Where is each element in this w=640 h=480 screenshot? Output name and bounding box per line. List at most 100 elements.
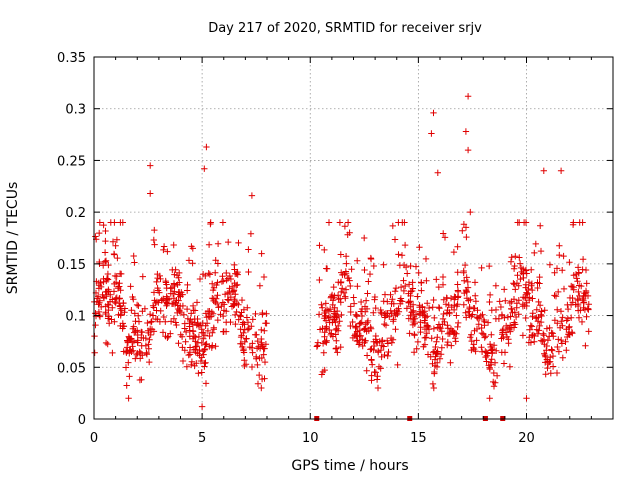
data-point <box>260 273 268 281</box>
data-point <box>559 267 566 274</box>
data-point <box>125 395 132 402</box>
data-point <box>495 315 503 322</box>
data-point <box>541 307 548 314</box>
data-point <box>335 296 342 303</box>
data-point <box>126 373 133 380</box>
data-point <box>460 301 467 308</box>
data-point <box>239 343 246 351</box>
data-point <box>437 351 445 358</box>
data-point <box>475 321 482 328</box>
data-point <box>433 350 440 357</box>
data-point <box>536 302 544 309</box>
data-point <box>473 337 480 344</box>
data-point <box>507 313 514 320</box>
data-point <box>422 255 430 263</box>
data-point <box>191 315 198 323</box>
data-point <box>558 340 566 347</box>
data-point <box>400 287 408 295</box>
data-point <box>563 317 570 324</box>
data-point <box>206 271 214 278</box>
data-point <box>512 313 520 321</box>
data-point <box>555 348 563 355</box>
data-point <box>241 357 248 364</box>
data-point <box>381 291 389 298</box>
data-point <box>547 370 554 377</box>
data-point <box>361 326 368 333</box>
data-point <box>380 343 387 350</box>
data-point <box>433 338 440 345</box>
data-point <box>508 305 515 313</box>
data-point <box>540 167 547 174</box>
data-point <box>146 336 153 343</box>
data-point <box>170 241 177 249</box>
data-point <box>535 327 543 334</box>
data-point <box>144 327 152 334</box>
data-point <box>431 368 438 376</box>
data-point <box>429 349 437 356</box>
data-point <box>123 382 130 389</box>
data-point <box>529 286 536 294</box>
data-point <box>511 281 518 288</box>
y-tick-label: 0.05 <box>57 361 86 376</box>
data-point <box>132 355 139 362</box>
data-point <box>419 303 426 310</box>
data-point <box>573 275 580 282</box>
data-point <box>414 293 421 300</box>
data-point <box>527 339 535 346</box>
data-point <box>248 363 256 371</box>
data-point <box>116 295 123 303</box>
data-point <box>410 313 418 321</box>
data-point <box>349 334 357 342</box>
data-point <box>186 323 193 330</box>
data-point <box>198 369 205 376</box>
data-point <box>359 342 366 350</box>
data-point <box>529 295 536 302</box>
data-point <box>111 272 119 280</box>
x-axis-label: GPS time / hours <box>291 458 408 474</box>
data-point <box>248 192 256 199</box>
data-point <box>447 359 454 366</box>
data-point <box>330 283 337 291</box>
data-point <box>385 348 392 356</box>
data-point <box>473 314 481 321</box>
data-point <box>357 319 364 327</box>
data-point <box>522 284 529 291</box>
data-point <box>440 230 447 237</box>
data-point <box>336 318 343 325</box>
data-point <box>462 128 470 135</box>
data-point <box>490 383 498 390</box>
data-point <box>171 301 179 308</box>
data-point <box>174 305 182 313</box>
data-point <box>208 308 215 316</box>
data-point <box>117 219 124 226</box>
data-point <box>313 343 321 350</box>
data-point <box>553 369 561 377</box>
data-point <box>215 304 222 311</box>
data-point <box>488 356 495 363</box>
data-point <box>164 248 171 255</box>
data-point <box>156 289 163 296</box>
data-point <box>130 252 137 260</box>
data-point <box>164 334 171 341</box>
data-point <box>336 219 344 226</box>
data-point <box>223 277 230 284</box>
data-point <box>209 329 216 336</box>
data-point <box>430 109 437 117</box>
data-point <box>346 229 353 236</box>
data-point <box>112 242 119 249</box>
data-point <box>235 301 242 308</box>
data-point <box>506 299 514 307</box>
data-point <box>384 340 392 347</box>
data-point <box>258 384 265 392</box>
data-point <box>347 308 354 316</box>
data-point <box>515 282 522 289</box>
data-point <box>529 313 536 320</box>
data-point <box>188 358 196 365</box>
data-point <box>181 320 188 327</box>
data-point <box>328 291 336 299</box>
data-point <box>198 403 206 410</box>
data-point <box>381 320 388 328</box>
data-point <box>156 318 164 325</box>
data-point <box>448 342 455 349</box>
data-point <box>537 337 545 344</box>
